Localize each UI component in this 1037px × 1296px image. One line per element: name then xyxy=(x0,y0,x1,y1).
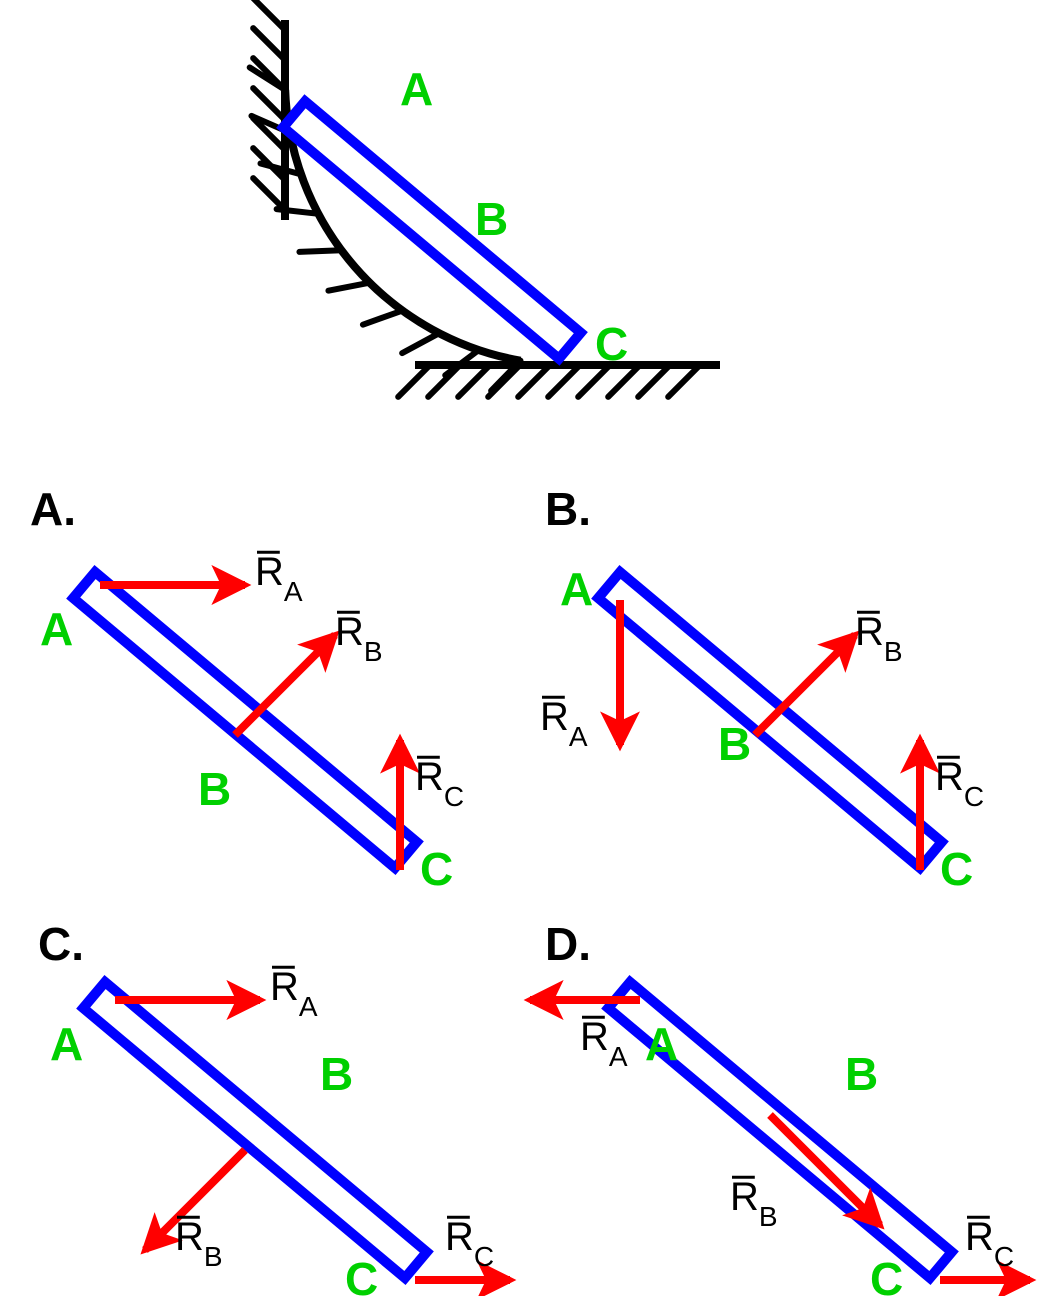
option-label-D: D. xyxy=(545,918,591,970)
option-D-RB-label: RB xyxy=(730,1175,778,1232)
hatch-line xyxy=(402,333,439,353)
option-A-point-B: B xyxy=(198,763,231,815)
option-D-RC-label: RC xyxy=(965,1215,1014,1272)
option-C-RC-label: RC xyxy=(445,1215,494,1272)
option-B-point-C: C xyxy=(940,843,973,895)
hatch-line xyxy=(398,365,430,397)
option-A-point-A: A xyxy=(40,603,73,655)
option-A-RB-arrow xyxy=(235,635,335,735)
option-D-point-C: C xyxy=(870,1253,903,1296)
top-point-A: A xyxy=(400,63,433,115)
option-A-RB-label: RB xyxy=(335,610,383,667)
option-D-point-B: B xyxy=(845,1048,878,1100)
top-point-C: C xyxy=(595,318,628,370)
hatch-line xyxy=(638,365,670,397)
hatch-line xyxy=(253,88,285,120)
hatch-line xyxy=(668,365,700,397)
option-C-RA-label: RA xyxy=(270,965,318,1022)
option-label-A: A. xyxy=(30,483,76,535)
hatch-line xyxy=(363,311,403,325)
option-B-RB-arrow xyxy=(755,635,855,735)
option-C-point-C: C xyxy=(345,1253,378,1296)
option-C-RB-label: RB xyxy=(175,1215,223,1272)
option-C-point-A: A xyxy=(50,1018,83,1070)
option-B-RB-label: RB xyxy=(855,610,903,667)
top-point-B: B xyxy=(475,193,508,245)
option-C-bar xyxy=(83,982,427,1278)
option-B-point-B: B xyxy=(718,718,751,770)
option-label-B: B. xyxy=(545,483,591,535)
option-D-point-A: A xyxy=(645,1018,678,1070)
hatch-line xyxy=(328,283,369,291)
hatch-line xyxy=(253,178,285,210)
hatch-line xyxy=(299,250,341,252)
option-D-RB-arrow xyxy=(770,1115,880,1225)
hatch-line xyxy=(548,365,580,397)
hatch-line xyxy=(518,365,550,397)
option-B-RC-label: RC xyxy=(935,755,984,812)
option-A-RC-label: RC xyxy=(415,755,464,812)
option-B-point-A: A xyxy=(560,563,593,615)
option-label-C: C. xyxy=(38,918,84,970)
option-A-RA-label: RA xyxy=(255,550,303,607)
hatch-line xyxy=(253,0,285,30)
option-C-point-B: B xyxy=(320,1048,353,1100)
hatch-line xyxy=(253,28,285,60)
option-B-RA-label: RA xyxy=(540,695,588,752)
hatch-line xyxy=(458,365,490,397)
option-A-point-C: C xyxy=(420,843,453,895)
